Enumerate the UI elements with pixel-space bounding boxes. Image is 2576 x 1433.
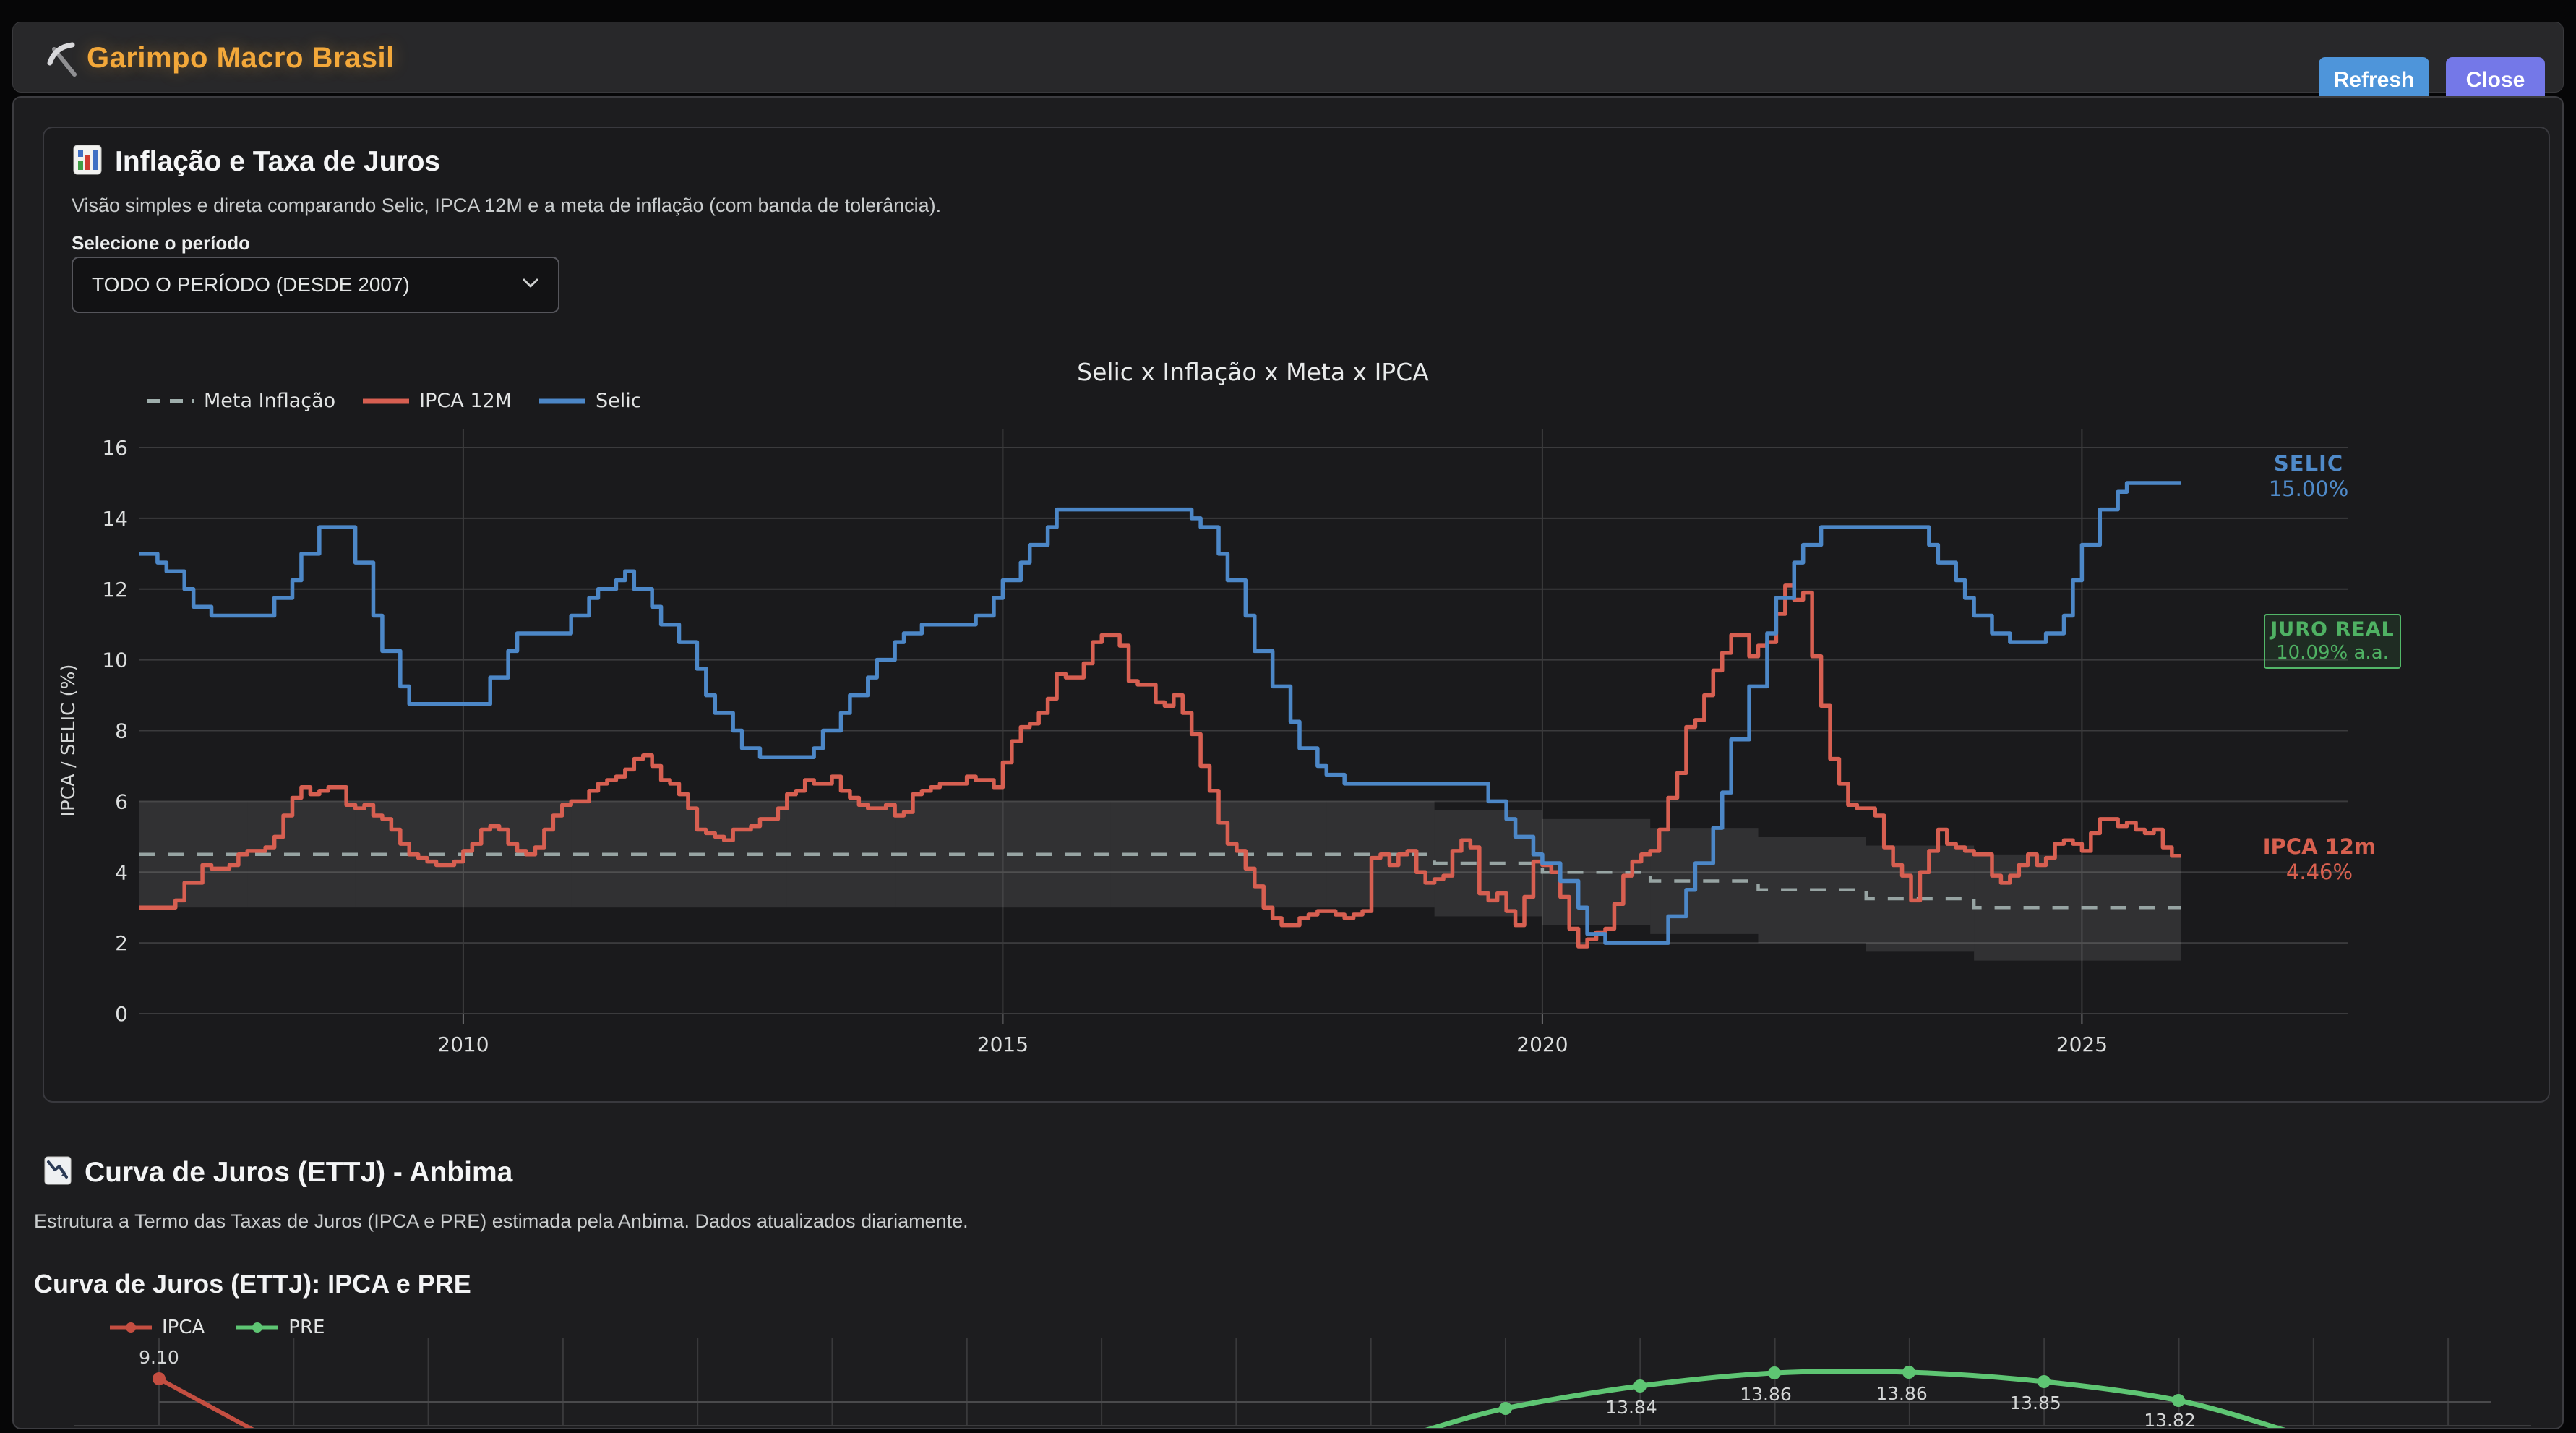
svg-text:2025: 2025 (2056, 1032, 2108, 1056)
ipca-annotation: IPCA 12m 4.46% (2262, 834, 2377, 884)
ettj-section-subtitle: Estrutura a Termo das Taxas de Juros (IP… (34, 1210, 969, 1232)
macro-chart-plot: 0 2 4 6 8 10 12 14 16 2010 2015 2020 2025 IPCA / SELI… (58, 429, 2348, 1056)
svg-text:13.82: 13.82 (2144, 1410, 2196, 1429)
period-select-value: TODO O PERÍODO (DESDE 2007) (92, 273, 410, 296)
legend-item-meta: Meta Inflação (147, 390, 335, 412)
bar-chart-emoji-icon (72, 144, 103, 179)
selic-annotation: SELIC 15.00% (2268, 451, 2349, 501)
svg-text:12: 12 (102, 578, 128, 602)
macro-section-header: Inflação e Taxa de Juros (72, 144, 440, 179)
svg-text:0: 0 (115, 1002, 128, 1026)
meta-inflacao-line (139, 852, 2181, 910)
ipca-line-sample-icon (363, 398, 410, 403)
meta-dash-sample-icon (147, 398, 194, 403)
svg-text:13.86: 13.86 (1740, 1384, 1792, 1405)
ettj-section-title: Curva de Juros (ETTJ) - Anbima (85, 1156, 513, 1188)
svg-text:2010: 2010 (437, 1032, 489, 1056)
ettj-chart-plot: 9.10 13.84 13.86 13.86 13.85 13.82 (74, 1338, 2531, 1429)
svg-text:16: 16 (102, 436, 128, 460)
svg-text:6: 6 (115, 790, 128, 813)
close-button[interactable]: Close (2446, 57, 2545, 103)
grid (74, 1338, 2531, 1426)
svg-text:4: 4 (115, 860, 128, 884)
legend-item-ettj-pre: PRE (236, 1317, 325, 1338)
ettj-ipca-series: 9.10 (139, 1347, 254, 1428)
pickaxe-logo-icon (45, 40, 81, 82)
legend-item-selic: Selic (538, 390, 642, 412)
refresh-button[interactable]: Refresh (2319, 57, 2429, 103)
ettj-chart-title: Curva de Juros (ETTJ): IPCA e PRE (34, 1269, 471, 1299)
ettj-section-header: Curva de Juros (ETTJ) - Anbima (43, 1155, 512, 1189)
svg-text:2: 2 (115, 931, 128, 955)
chevron-down-icon (522, 278, 539, 292)
svg-text:9.10: 9.10 (139, 1347, 179, 1368)
svg-text:8: 8 (115, 719, 128, 743)
ettj-chart-legend: IPCA PRE (110, 1317, 325, 1338)
period-select[interactable]: TODO O PERÍODO (DESDE 2007) (72, 257, 559, 313)
chart-decreasing-emoji-icon (43, 1155, 73, 1189)
svg-text:2020: 2020 (1516, 1032, 1568, 1056)
pre-marker-sample-icon (236, 1322, 279, 1333)
selic-line (139, 481, 2181, 945)
svg-text:14: 14 (102, 507, 128, 531)
svg-text:2015: 2015 (977, 1032, 1029, 1056)
svg-text:13.86: 13.86 (1876, 1383, 1928, 1404)
ipca-marker-sample-icon (110, 1322, 152, 1333)
top-bar: Garimpo Macro Brasil Refresh Close (12, 22, 2564, 103)
legend-item-ettj-ipca: IPCA (110, 1317, 205, 1338)
tolerance-band (139, 801, 2181, 961)
svg-text:10: 10 (102, 649, 128, 672)
macro-chart-legend: Meta Inflação IPCA 12M Selic (147, 390, 642, 412)
macro-chart-title: Selic x Inflação x Meta x IPCA (1077, 358, 1429, 386)
legend-item-ipca: IPCA 12M (363, 390, 512, 412)
macro-section-card: Inflação e Taxa de Juros Visão simples e… (43, 127, 2550, 1103)
svg-text:13.85: 13.85 (2009, 1393, 2061, 1413)
period-select-label: Selecione o período (72, 232, 251, 254)
juro-real-annotation: JURO REAL 10.09% a.a. (2264, 614, 2401, 669)
selic-line-sample-icon (538, 398, 585, 403)
macro-y-axis-label: IPCA / SELIC (%) (58, 664, 80, 816)
ipca-12m-line (139, 583, 2181, 949)
grid: 0 2 4 6 8 10 12 14 16 2010 2015 2020 2025 (102, 429, 2348, 1056)
macro-section-subtitle: Visão simples e direta comparando Selic,… (72, 194, 942, 216)
macro-section-title: Inflação e Taxa de Juros (115, 145, 441, 177)
svg-text:13.84: 13.84 (1605, 1397, 1657, 1418)
ettj-pre-series: 13.84 13.86 13.86 13.85 13.82 (1425, 1366, 2286, 1429)
main-panel: Inflação e Taxa de Juros Visão simples e… (12, 96, 2564, 1429)
app-title: Garimpo Macro Brasil (87, 42, 395, 74)
